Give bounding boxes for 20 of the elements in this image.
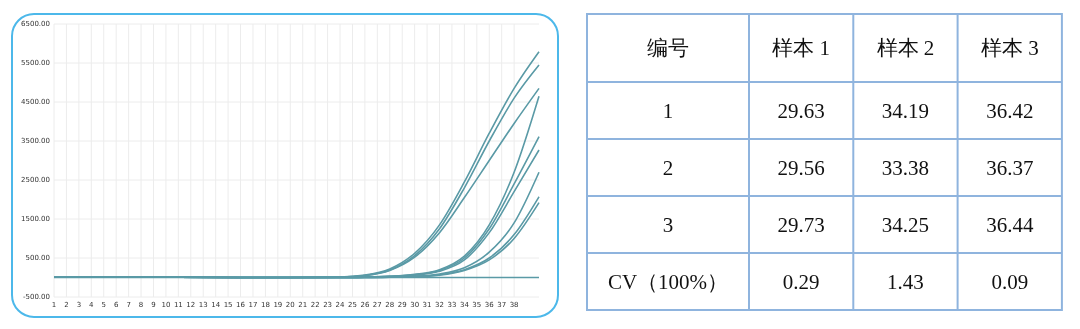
data-label: 36.37 bbox=[986, 155, 1034, 180]
data-label: 34.25 bbox=[881, 212, 930, 237]
data-label: 29.56 bbox=[777, 155, 825, 180]
x-tick-label: 样本 3 bbox=[980, 36, 1039, 61]
data-label: 36.44 bbox=[986, 212, 1034, 237]
data-label: 33.38 bbox=[881, 155, 930, 180]
y-axis-title: 编号 bbox=[647, 36, 689, 61]
data-label: 0.09 bbox=[991, 269, 1029, 294]
x-tick-label: 样本 2 bbox=[876, 36, 935, 61]
y-tick-label: 2 bbox=[662, 155, 674, 180]
data-label: 1.43 bbox=[887, 269, 924, 294]
y-tick-label: 3 bbox=[662, 212, 674, 237]
data-label: 29.63 bbox=[777, 98, 825, 123]
data-label: 36.42 bbox=[986, 98, 1034, 123]
data-label: 34.19 bbox=[881, 98, 930, 123]
data-label: 29.73 bbox=[777, 212, 825, 237]
y-tick-label: CV（100%） bbox=[607, 269, 729, 294]
x-tick-label: 样本 1 bbox=[772, 36, 831, 61]
data-label: 0.29 bbox=[782, 269, 820, 294]
y-tick-label: 1 bbox=[662, 98, 674, 123]
